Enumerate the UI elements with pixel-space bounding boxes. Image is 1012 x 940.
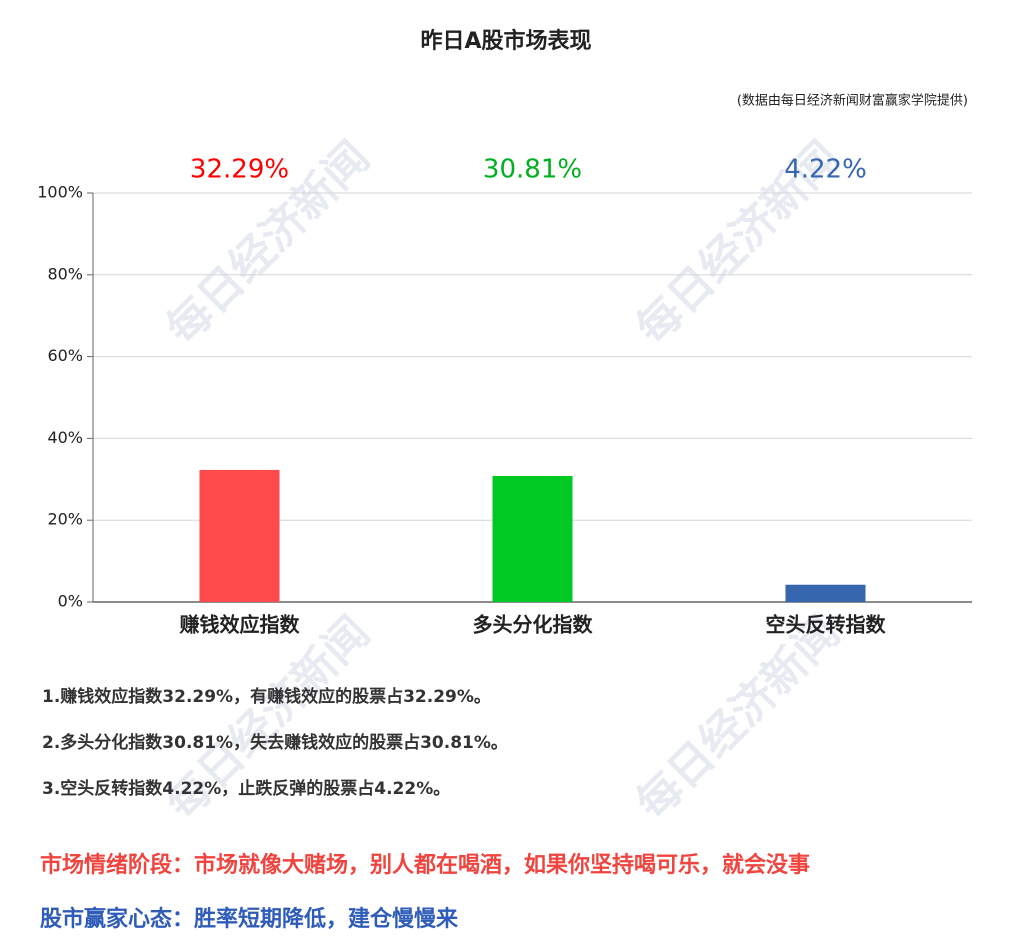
chart-title: 昨日A股市场表现: [420, 28, 591, 54]
x-tick-label: 空头反转指数: [766, 613, 887, 637]
y-tick-label: 80%: [47, 264, 83, 283]
bar: [199, 469, 280, 602]
bar: [785, 584, 866, 602]
y-tick-label: 20%: [47, 510, 83, 529]
footer-line: 股市赢家心态：胜率短期降低，建仓慢慢来: [40, 906, 459, 932]
value-label: 32.29%: [190, 155, 289, 185]
footer-line: 市场情绪阶段：市场就像大赌场，别人都在喝酒，如果你坚持喝可乐，就会没事: [40, 852, 810, 878]
value-label: 30.81%: [483, 155, 582, 185]
y-tick-label: 0%: [58, 592, 83, 611]
x-tick-label: 多头分化指数: [473, 613, 594, 637]
watermark: 每日经济新闻: [627, 607, 850, 830]
y-tick-label: 60%: [47, 346, 83, 365]
bar: [492, 475, 573, 602]
value-label: 4.22%: [784, 155, 867, 185]
note: 3.空头反转指数4.22%，止跌反弹的股票占4.22%。: [42, 778, 450, 799]
subtitle: (数据由每日经济新闻财富赢家学院提供): [737, 93, 968, 109]
y-tick-label: 100%: [37, 183, 83, 202]
note: 2.多头分化指数30.81%，失去赚钱效应的股票占30.81%。: [42, 732, 508, 753]
y-tick-label: 40%: [47, 428, 83, 447]
x-tick-label: 赚钱效应指数: [179, 613, 301, 637]
note: 1.赚钱效应指数32.29%，有赚钱效应的股票占32.29%。: [42, 686, 491, 707]
